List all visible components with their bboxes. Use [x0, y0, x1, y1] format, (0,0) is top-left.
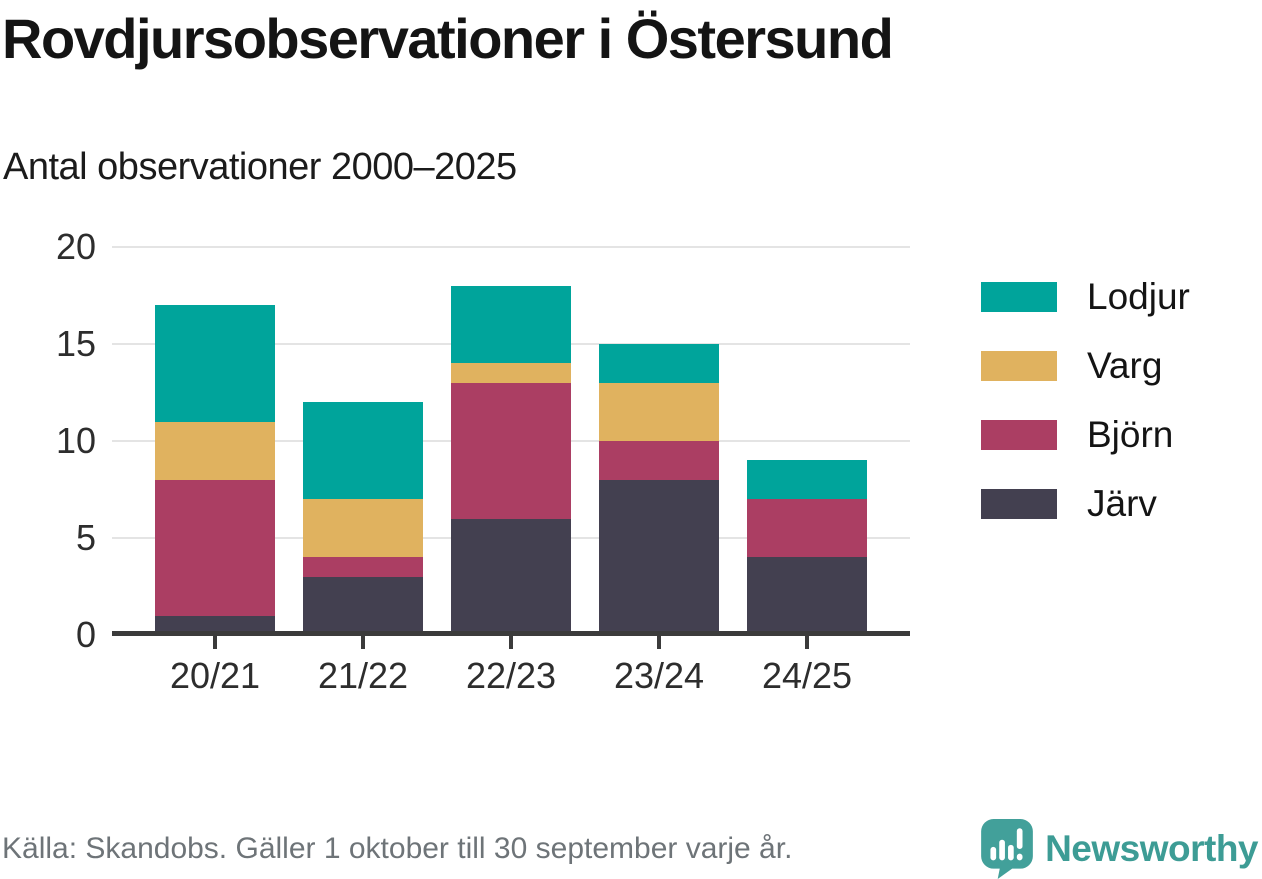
legend-swatch [981, 489, 1057, 519]
legend-item: Björn [981, 414, 1190, 456]
legend-label: Lodjur [1087, 276, 1190, 317]
bar-segment-varg [599, 382, 719, 441]
axis-tick [509, 636, 513, 649]
bar-segment-järv [155, 615, 275, 635]
footer: Källa: Skandobs. Gäller 1 oktober till 3… [2, 818, 1258, 879]
x-axis-label: 24/25 [761, 655, 853, 696]
legend-swatch [981, 420, 1057, 450]
bar-segment-lodjur [303, 402, 423, 500]
legend-item: Varg [981, 345, 1190, 387]
legend-swatch [981, 282, 1057, 312]
axis-tick [657, 636, 661, 649]
newsworthy-logo-icon [981, 818, 1033, 879]
bar-segment-björn [747, 499, 867, 558]
bar-segment-lodjur [599, 344, 719, 383]
bar-segment-järv [451, 518, 571, 635]
bar-segment-järv [303, 576, 423, 635]
y-axis-label: 15 [55, 323, 96, 364]
legend-label: Järv [1087, 483, 1157, 524]
bar-segment-björn [155, 479, 275, 616]
x-axis-label: 23/24 [613, 655, 705, 696]
x-axis-line [112, 631, 910, 636]
newsworthy-logo: Newsworthy [981, 818, 1258, 879]
legend-item: Lodjur [981, 276, 1190, 318]
chart-subtitle: Antal observationer 2000–2025 [3, 146, 517, 188]
y-axis-label: 20 [55, 226, 96, 267]
bar-segment-björn [599, 441, 719, 480]
bar-segment-björn [451, 382, 571, 519]
bar-segment-björn [303, 557, 423, 577]
y-axis-label: 10 [55, 420, 96, 461]
axis-tick [361, 636, 365, 649]
chart-title: Rovdjursobservationer i Östersund [2, 7, 894, 70]
source-note: Källa: Skandobs. Gäller 1 oktober till 3… [2, 831, 793, 865]
grid-line [112, 246, 910, 248]
axis-tick [213, 636, 217, 649]
legend-item: Järv [981, 483, 1190, 525]
y-axis-label: 5 [75, 517, 96, 558]
bar-segment-lodjur [747, 460, 867, 500]
bar-segment-järv [747, 557, 867, 635]
bar-segment-varg [303, 499, 423, 558]
x-axis-label: 22/23 [465, 655, 557, 696]
bar-segment-varg [451, 363, 571, 383]
legend-label: Varg [1087, 345, 1163, 386]
legend: Lodjur Varg Björn Järv [981, 276, 1190, 525]
newsworthy-wordmark: Newsworthy [1045, 827, 1258, 869]
bar-segment-varg [155, 421, 275, 480]
legend-swatch [981, 351, 1057, 381]
legend-label: Björn [1087, 414, 1174, 455]
bar-segment-lodjur [155, 305, 275, 422]
x-axis-label: 20/21 [169, 655, 261, 696]
axis-tick [805, 636, 809, 649]
bar-segment-järv [599, 479, 719, 635]
bar-segment-lodjur [451, 285, 571, 364]
x-axis-label: 21/22 [317, 655, 409, 696]
y-axis-label: 0 [75, 614, 96, 655]
